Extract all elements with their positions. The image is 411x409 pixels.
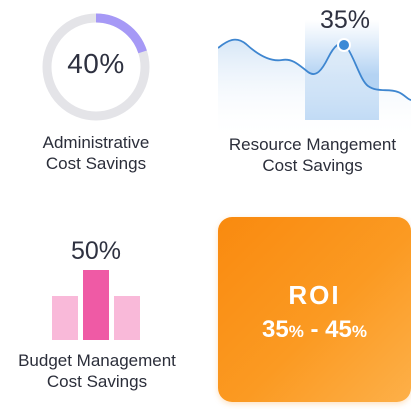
admin-cost-savings-label: Administrative Cost Savings bbox=[0, 132, 192, 174]
budget-label-line1: Budget Management bbox=[18, 351, 176, 370]
admin-progress-ring bbox=[42, 13, 150, 121]
resource-label-line2: Cost Savings bbox=[262, 156, 363, 175]
roi-dash: - bbox=[303, 316, 326, 343]
budget-bar-right bbox=[114, 296, 140, 340]
budget-bar-left bbox=[52, 296, 78, 340]
roi-high: 45 bbox=[325, 316, 352, 343]
wave-line bbox=[218, 38, 411, 101]
admin-value: 40% bbox=[67, 48, 125, 79]
budget-bar-center bbox=[83, 270, 109, 340]
resource-label-line1: Resource Mangement bbox=[228, 135, 397, 154]
wave-peak-dot bbox=[337, 38, 351, 52]
roi-high-percent: % bbox=[351, 322, 367, 341]
budget-cost-savings-label: Budget Management Cost Savings bbox=[0, 350, 194, 392]
roi-low: 35 bbox=[262, 316, 289, 343]
roi-title: ROI bbox=[288, 280, 341, 310]
budget-bars-graphic bbox=[52, 270, 140, 340]
resource-cost-savings-label: Resource Mangement Cost Savings bbox=[214, 134, 411, 176]
roi-low-percent: % bbox=[288, 322, 304, 341]
budget-label-line2: Cost Savings bbox=[46, 372, 148, 391]
wave-area bbox=[218, 39, 411, 140]
ring-progress-arc bbox=[95, 13, 147, 54]
admin-label-line1: Administrative bbox=[42, 133, 150, 152]
resource-wave-chart bbox=[218, 20, 411, 140]
roi-card bbox=[218, 217, 411, 402]
resource-value: 35% bbox=[319, 6, 371, 34]
admin-label-line2: Cost Savings bbox=[45, 154, 147, 173]
roi-range: 35% - 45% bbox=[218, 316, 411, 344]
budget-value: 50% bbox=[70, 237, 122, 265]
